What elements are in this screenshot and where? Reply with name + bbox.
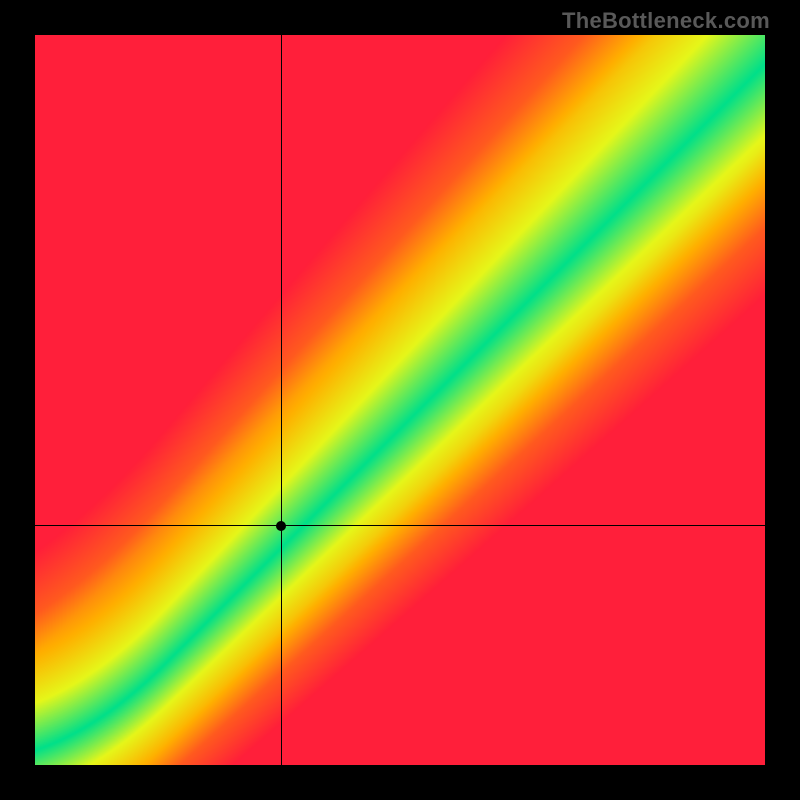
crosshair-marker[interactable] xyxy=(276,521,286,531)
watermark-text: TheBottleneck.com xyxy=(562,8,770,34)
crosshair-horizontal xyxy=(35,525,765,526)
heatmap-canvas xyxy=(35,35,765,765)
heatmap-plot xyxy=(35,35,765,765)
chart-container: TheBottleneck.com xyxy=(0,0,800,800)
crosshair-vertical xyxy=(281,35,282,765)
